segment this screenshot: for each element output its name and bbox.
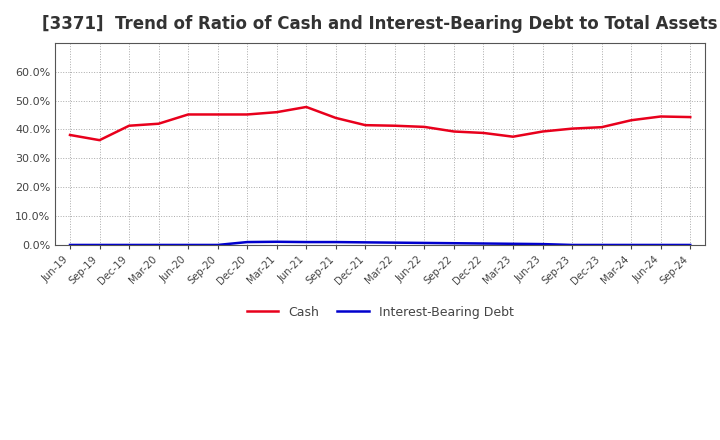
Interest-Bearing Debt: [657, 242, 665, 248]
Cash: [598, 125, 606, 130]
Interest-Bearing Debt: [125, 242, 133, 248]
Interest-Bearing Debt: [154, 242, 163, 248]
Interest-Bearing Debt: [539, 242, 547, 247]
Interest-Bearing Debt: [66, 242, 74, 248]
Cash: [302, 104, 310, 110]
Interest-Bearing Debt: [568, 242, 577, 248]
Interest-Bearing Debt: [95, 242, 104, 248]
Cash: [243, 112, 251, 117]
Cash: [361, 122, 369, 128]
Title: [3371]  Trend of Ratio of Cash and Interest-Bearing Debt to Total Assets: [3371] Trend of Ratio of Cash and Intere…: [42, 15, 718, 33]
Cash: [125, 123, 133, 128]
Cash: [627, 117, 636, 123]
Interest-Bearing Debt: [420, 240, 428, 246]
Interest-Bearing Debt: [243, 239, 251, 245]
Cash: [480, 130, 488, 136]
Cash: [95, 138, 104, 143]
Cash: [449, 129, 458, 134]
Cash: [272, 110, 281, 115]
Cash: [420, 124, 428, 129]
Line: Cash: Cash: [70, 107, 690, 140]
Interest-Bearing Debt: [272, 239, 281, 244]
Interest-Bearing Debt: [686, 242, 695, 248]
Cash: [154, 121, 163, 126]
Interest-Bearing Debt: [480, 241, 488, 246]
Interest-Bearing Debt: [449, 241, 458, 246]
Interest-Bearing Debt: [184, 242, 192, 248]
Cash: [184, 112, 192, 117]
Interest-Bearing Debt: [627, 242, 636, 248]
Cash: [657, 114, 665, 119]
Legend: Cash, Interest-Bearing Debt: Cash, Interest-Bearing Debt: [242, 301, 518, 323]
Cash: [509, 134, 518, 139]
Cash: [331, 115, 340, 121]
Interest-Bearing Debt: [361, 240, 369, 245]
Cash: [213, 112, 222, 117]
Cash: [568, 126, 577, 131]
Interest-Bearing Debt: [509, 241, 518, 246]
Line: Interest-Bearing Debt: Interest-Bearing Debt: [70, 242, 690, 245]
Interest-Bearing Debt: [598, 242, 606, 248]
Cash: [66, 132, 74, 138]
Interest-Bearing Debt: [331, 239, 340, 245]
Cash: [390, 123, 399, 128]
Interest-Bearing Debt: [390, 240, 399, 245]
Cash: [539, 129, 547, 134]
Interest-Bearing Debt: [213, 242, 222, 248]
Cash: [686, 114, 695, 120]
Interest-Bearing Debt: [302, 239, 310, 245]
